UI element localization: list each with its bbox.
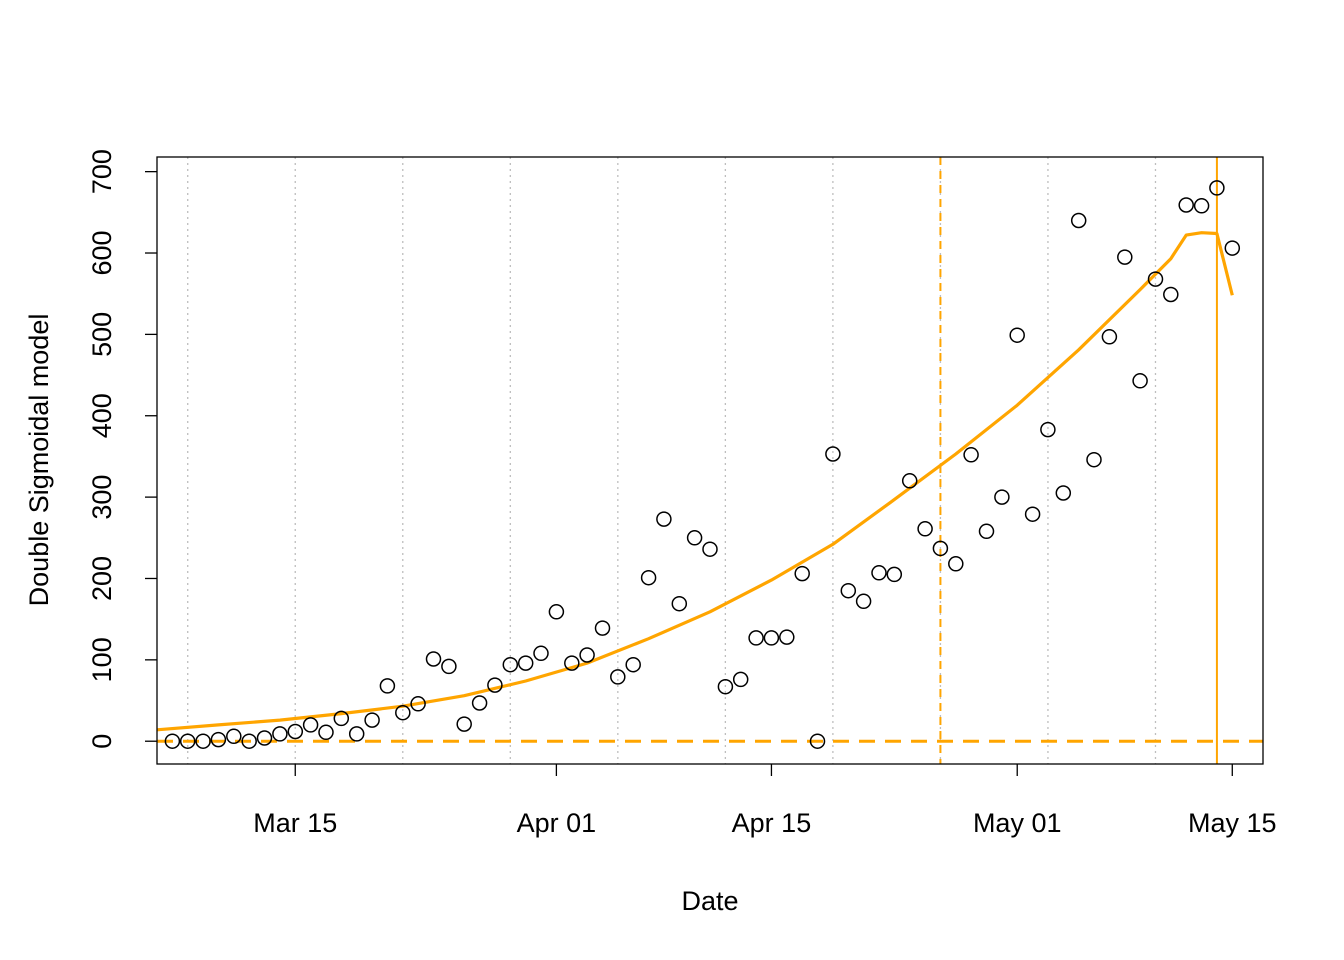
x-axis-label: Date xyxy=(681,886,738,916)
data-point xyxy=(425,651,442,667)
data-point xyxy=(871,565,887,581)
data-point xyxy=(302,717,319,733)
data-point xyxy=(548,604,565,620)
data-point xyxy=(763,630,780,646)
data-point xyxy=(1024,506,1041,522)
y-tick-label: 200 xyxy=(87,556,117,601)
data-point xyxy=(994,489,1010,505)
data-point xyxy=(1163,286,1179,303)
data-point xyxy=(1055,485,1072,501)
data-point xyxy=(471,695,488,711)
data-point xyxy=(840,582,857,599)
data-point xyxy=(732,671,749,688)
y-tick-label: 600 xyxy=(87,230,117,275)
data-point xyxy=(825,446,841,462)
data-point xyxy=(1101,329,1118,345)
data-point xyxy=(333,710,350,727)
data-point xyxy=(226,728,242,745)
data-point xyxy=(594,620,611,636)
data-point xyxy=(379,678,396,694)
data-point xyxy=(364,712,380,728)
data-point xyxy=(1224,240,1241,256)
data-point xyxy=(886,566,903,583)
data-point xyxy=(686,530,703,546)
y-tick-label: 400 xyxy=(87,393,117,438)
data-point xyxy=(963,447,979,463)
data-point xyxy=(272,726,288,742)
x-tick-label: Mar 15 xyxy=(253,808,337,838)
data-point xyxy=(1040,421,1056,438)
data-point xyxy=(456,716,472,732)
data-point xyxy=(809,733,826,749)
y-axis-label: Double Sigmoidal model xyxy=(24,314,54,607)
x-tick-label: Apr 15 xyxy=(732,808,812,838)
data-point xyxy=(502,656,519,673)
data-point xyxy=(256,730,273,746)
data-point xyxy=(533,645,549,662)
data-point xyxy=(702,541,718,557)
data-point xyxy=(1147,271,1164,287)
data-point xyxy=(487,677,503,693)
data-point xyxy=(717,678,734,695)
data-point xyxy=(625,656,641,673)
fit-curve xyxy=(156,231,1234,732)
data-point xyxy=(748,630,764,646)
data-point xyxy=(948,556,964,572)
y-tick-label: 500 xyxy=(87,312,117,357)
x-tick-label: May 15 xyxy=(1188,808,1277,838)
data-point xyxy=(671,595,688,612)
y-tick-label: 100 xyxy=(87,637,117,682)
data-point xyxy=(1070,212,1087,229)
data-point xyxy=(164,733,181,749)
plot-frame xyxy=(156,156,1264,765)
data-point xyxy=(1086,451,1102,468)
data-point xyxy=(241,733,257,749)
data-point xyxy=(195,733,211,749)
data-point xyxy=(395,704,411,721)
data-point xyxy=(917,521,933,537)
data-point xyxy=(1009,327,1025,343)
data-point xyxy=(1132,373,1148,389)
y-tick-label: 700 xyxy=(87,149,117,194)
fit-curve-layer xyxy=(156,231,1234,732)
x-tick-label: Apr 01 xyxy=(517,808,597,838)
gridlines xyxy=(187,157,1157,764)
data-point xyxy=(1117,249,1133,265)
data-point xyxy=(579,647,595,663)
data-points xyxy=(164,180,1241,749)
data-point xyxy=(779,629,795,645)
data-point xyxy=(1193,198,1210,214)
data-point xyxy=(640,569,657,586)
data-point xyxy=(855,593,872,610)
data-point xyxy=(1209,180,1225,196)
y-axis: 0 100 200 300 400 500 600 700 xyxy=(87,149,157,749)
data-point xyxy=(210,731,227,748)
data-point xyxy=(1178,197,1194,213)
data-point xyxy=(410,696,426,712)
reference-lines xyxy=(157,157,1263,764)
x-tick-label: May 01 xyxy=(973,808,1062,838)
data-point xyxy=(318,724,334,741)
data-point xyxy=(656,511,672,527)
data-point xyxy=(794,565,810,582)
data-point xyxy=(348,726,365,742)
data-point xyxy=(441,658,457,675)
data-point xyxy=(932,540,949,557)
data-point xyxy=(901,473,918,489)
data-point xyxy=(978,523,995,540)
data-point xyxy=(610,669,626,685)
y-tick-label: 300 xyxy=(87,475,117,520)
data-point xyxy=(517,655,534,671)
data-point xyxy=(564,655,580,671)
y-tick-label: 0 xyxy=(87,734,117,749)
x-axis: Mar 15 Apr 01 Apr 15 May 01 May 15 xyxy=(253,764,1277,838)
data-point xyxy=(179,733,196,749)
data-point xyxy=(287,723,304,740)
